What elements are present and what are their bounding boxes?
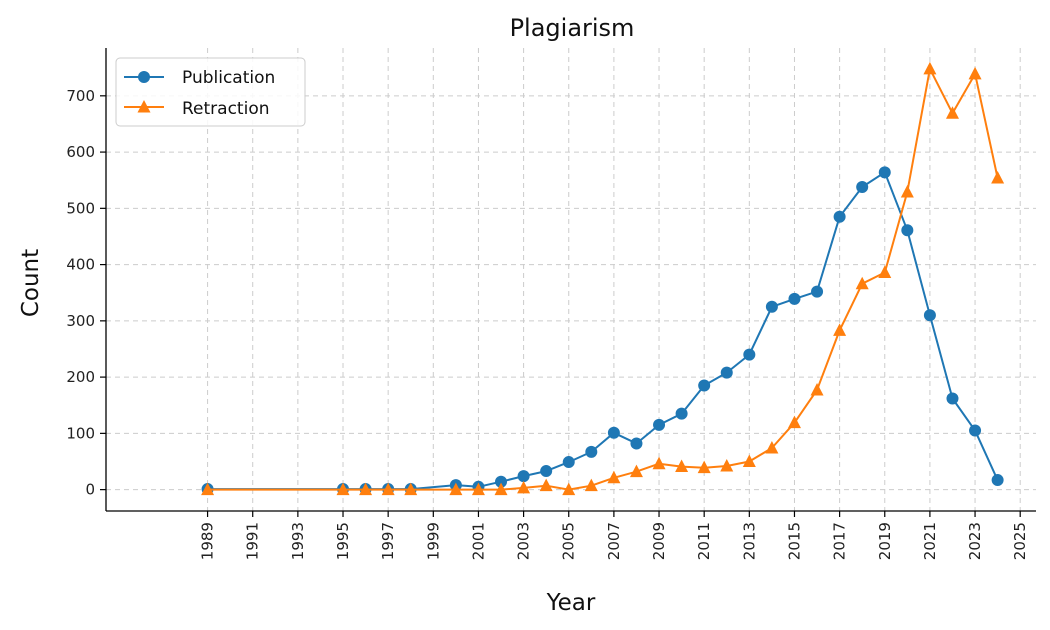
data-point-retraction [381,482,395,496]
data-point-publication [765,300,778,313]
data-point-publication [585,445,598,458]
data-point-publication [743,348,756,361]
legend: Publication Retraction [115,57,306,127]
data-point-retraction [359,482,373,496]
x-tick-label: 2001 [469,522,487,560]
x-tick-label: 1989 [199,522,217,560]
data-point-publication [788,292,801,305]
y-axis-label: Count [18,249,44,317]
y-ticks: 0 100 200 300 400 500 600 700 [66,87,106,499]
data-point-retraction [336,482,350,496]
data-point-retraction [855,276,869,290]
data-point-retraction [787,415,801,429]
data-point-publication [969,424,982,437]
x-tick-label: 2017 [831,522,849,560]
data-point-retraction [652,456,666,470]
x-tick-label: 2015 [785,522,803,560]
x-tick-label: 1993 [289,522,307,560]
x-tick-label: 1991 [244,522,262,560]
x-tick-label: 2011 [695,522,713,560]
data-point-publication [562,456,575,469]
x-tick-label: 2023 [966,522,984,560]
data-point-publication [923,309,936,322]
data-point-retraction [494,482,508,496]
x-ticks: 1989 1991 1993 1995 1997 1999 2001 2003 2005 2007… [199,511,1029,560]
x-axis-label: Year [546,590,596,616]
data-point-publication [946,392,959,405]
series-line-retraction [207,67,999,491]
data-point-retraction [810,383,824,396]
data-point-retraction [900,185,914,198]
data-point-publication [833,210,846,223]
x-tick-label: 2005 [560,522,578,560]
data-point-publication [675,407,688,420]
y-tick-label: 400 [66,256,95,274]
data-point-publication [495,475,508,488]
data-point-retraction [675,459,689,473]
x-tick-label: 1997 [379,522,397,560]
legend-marker-publication [138,71,150,83]
data-point-retraction [991,170,1005,184]
data-point-retraction [404,482,418,496]
data-point-retraction [742,454,756,467]
data-point-retraction [562,482,576,496]
y-tick-label: 300 [66,312,95,330]
data-point-retraction [968,66,982,80]
data-point-publication [901,224,914,237]
grid [106,48,1036,511]
x-tick-label: 2019 [876,522,894,560]
data-point-publication [517,470,530,483]
data-point-retraction [584,478,598,492]
legend-label-retraction: Retraction [182,99,270,119]
series-line-publication [207,171,999,491]
legend-marker-retraction [137,100,151,113]
x-tick-label: 2009 [650,522,668,560]
x-tick-label: 2003 [515,522,533,560]
data-point-publication [653,418,666,431]
y-tick-label: 0 [85,481,95,499]
series-layer [201,61,1005,496]
data-point-retraction [878,265,892,278]
chart-title: Plagiarism [510,14,635,42]
data-point-publication [720,366,733,379]
y-tick-label: 700 [66,87,95,105]
data-point-retraction [833,323,847,336]
data-point-retraction [697,460,711,474]
data-point-publication [811,285,824,298]
legend-frame [115,57,306,127]
data-point-retraction [765,440,779,454]
y-tick-label: 100 [66,424,95,442]
x-tick-label: 2013 [740,522,758,560]
y-tick-label: 500 [66,199,95,217]
data-point-retraction [539,478,553,492]
data-point-retraction [629,464,643,478]
x-tick-label: 1995 [334,522,352,560]
x-tick-label: 2021 [921,522,939,560]
y-tick-label: 200 [66,368,95,386]
data-point-publication [540,465,553,478]
data-point-retraction [607,470,621,484]
data-point-retraction [945,106,959,119]
x-tick-label: 2025 [1011,522,1029,560]
data-point-publication [991,474,1004,487]
x-tick-label: 2007 [605,522,623,560]
data-point-retraction [923,61,937,75]
legend-label-publication: Publication [182,68,275,88]
x-tick-label: 1999 [424,522,442,560]
data-point-retraction [517,480,531,494]
data-point-publication [878,166,891,179]
data-point-retraction [720,458,734,472]
data-point-retraction [201,482,215,496]
data-point-publication [856,180,869,193]
data-point-publication [698,379,711,392]
data-point-retraction [471,482,485,496]
y-tick-label: 600 [66,143,95,161]
data-point-retraction [449,482,463,496]
data-point-publication [607,426,620,439]
data-point-publication [630,437,643,450]
